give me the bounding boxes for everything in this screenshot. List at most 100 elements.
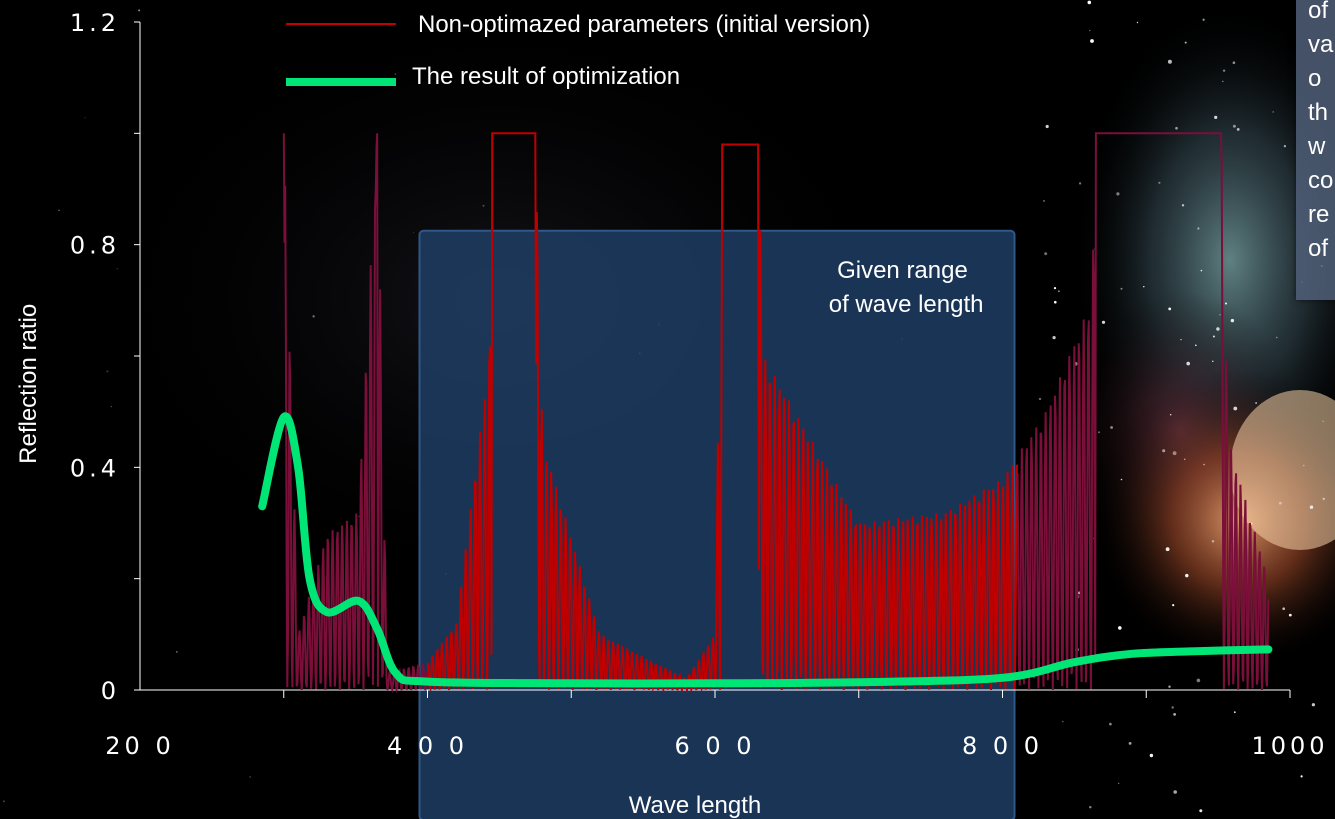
star: [1172, 604, 1175, 607]
callout-line-4: th: [1308, 99, 1329, 126]
star: [110, 405, 113, 408]
star: [1143, 286, 1145, 288]
tick-labels: 20 0 4 0 0 6 0 0 8 0 0 1000 0 0.4 0.8 1.2: [70, 9, 1328, 760]
star: [1101, 320, 1106, 324]
star: [1212, 335, 1215, 338]
star: [1282, 607, 1285, 610]
star: [1090, 39, 1094, 43]
star: [1054, 300, 1057, 304]
callout-line-7: re: [1308, 201, 1330, 228]
star: [1222, 69, 1226, 72]
star: [1322, 420, 1324, 422]
y-tick-label: 0.4: [70, 454, 120, 482]
legend-label-initial: Non-optimazed parameters (initial versio…: [418, 11, 870, 38]
star: [1233, 711, 1236, 714]
star: [1118, 626, 1122, 630]
star: [1203, 463, 1205, 466]
callout-line-8: of: [1308, 235, 1329, 262]
star: [1109, 722, 1112, 726]
star: [1200, 269, 1203, 272]
y-tick-label: 1.2: [70, 9, 120, 37]
star: [312, 315, 315, 318]
x-tick-label: 1000: [1251, 732, 1328, 760]
star: [1250, 522, 1253, 525]
series-optimized-line: [258, 412, 1273, 688]
given-range-label: Given range of wave length: [829, 257, 984, 318]
star: [1183, 458, 1186, 461]
x-tick-label: 6 0 0: [674, 732, 755, 760]
star: [1128, 742, 1132, 745]
star: [1118, 782, 1120, 784]
star: [1052, 336, 1056, 340]
star: [1098, 431, 1100, 434]
star: [413, 232, 414, 233]
star: [1195, 344, 1197, 347]
series-initial-line-right: [1016, 132, 1270, 691]
x-axis-title: Wave length: [629, 792, 762, 819]
series-initial-line-range: [426, 132, 1018, 694]
star: [1181, 204, 1185, 207]
y-tick-label: 0: [101, 677, 120, 705]
x-tick-label: 4 0 0: [387, 732, 468, 760]
star: [1158, 181, 1161, 184]
series-initial-line-left: [282, 133, 428, 694]
star: [1272, 111, 1274, 113]
star: [1171, 706, 1174, 709]
star: [116, 268, 118, 270]
star: [1120, 287, 1123, 290]
star: [1311, 703, 1315, 707]
star: [1165, 547, 1170, 552]
star: [1120, 478, 1123, 481]
star: [1149, 753, 1154, 758]
star: [1172, 451, 1177, 456]
callout-line-1: of: [1308, 0, 1329, 24]
x-tick-label: 8 0 0: [962, 732, 1043, 760]
star: [1168, 685, 1171, 688]
star: [1168, 307, 1172, 311]
star: [1300, 775, 1303, 778]
star: [1136, 21, 1139, 24]
star: [1230, 318, 1235, 323]
axes: [134, 21, 1291, 698]
star: [1222, 80, 1224, 83]
star: [1232, 124, 1236, 128]
star: [1116, 192, 1120, 196]
star: [1202, 18, 1205, 21]
star: [394, 73, 397, 75]
star: [1214, 115, 1218, 119]
star: [1185, 573, 1189, 578]
given-range-label-line-2: of wave length: [829, 291, 984, 318]
x-tick-label: 20 0: [105, 732, 174, 760]
star: [1225, 302, 1227, 305]
star: [1162, 449, 1166, 453]
star: [1087, 0, 1092, 5]
legend-label-optimized: The result of optimization: [412, 63, 680, 90]
star: [1236, 127, 1240, 131]
star: [1173, 713, 1176, 716]
star: [1186, 361, 1190, 366]
star: [1089, 806, 1092, 809]
star: [84, 117, 86, 119]
star: [1184, 41, 1187, 44]
y-axis-title: Reflection ratio: [15, 304, 42, 464]
legend: Non-optimazed parameters (initial versio…: [286, 11, 870, 90]
star: [1110, 426, 1113, 429]
star: [1216, 327, 1220, 331]
cropped-callout-box: of va o th w co re of: [1296, 0, 1335, 300]
star: [482, 204, 485, 207]
star: [1038, 397, 1042, 401]
star: [1199, 809, 1203, 813]
callout-line-2: va: [1308, 31, 1334, 58]
callout-line-3: o: [1308, 65, 1322, 92]
star: [1255, 402, 1257, 404]
star: [1197, 227, 1200, 230]
star: [1278, 501, 1282, 505]
star: [249, 776, 251, 778]
star: [1089, 29, 1091, 32]
star: [1283, 145, 1286, 148]
star: [1175, 126, 1178, 130]
star: [1232, 61, 1236, 64]
star: [1309, 505, 1314, 509]
star: [1180, 339, 1182, 341]
